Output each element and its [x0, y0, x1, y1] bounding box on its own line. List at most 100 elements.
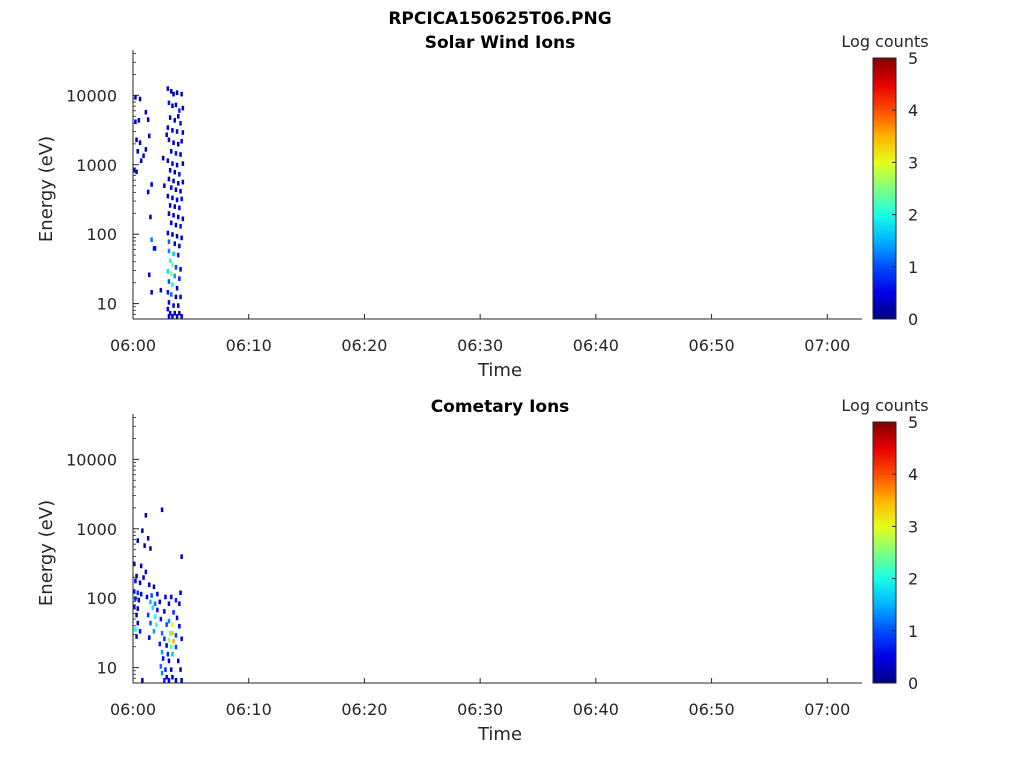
- heatmap-cell: [141, 528, 144, 533]
- heatmap-cell: [149, 599, 152, 605]
- heatmap-cell: [172, 91, 175, 97]
- heatmap-cell: [136, 590, 139, 596]
- heatmap-cell: [148, 635, 151, 640]
- heatmap-cell: [163, 609, 166, 614]
- heatmap-cell: [149, 546, 152, 551]
- heatmap-cell: [152, 629, 156, 634]
- colorbar-tick-label: 4: [908, 101, 918, 120]
- heatmap-cell: [133, 561, 136, 567]
- x-tick-label: 06:20: [341, 700, 387, 719]
- heatmap-cell: [175, 197, 179, 203]
- x-tick-label: 06:30: [457, 700, 503, 719]
- heatmap-cell: [167, 137, 171, 143]
- heatmap-cell: [141, 678, 144, 683]
- colorbar-tick-label: 2: [908, 206, 918, 225]
- heatmap-cell: [172, 178, 175, 184]
- heatmap-cell: [168, 258, 172, 263]
- heatmap-cell: [170, 89, 173, 94]
- heatmap-cell: [171, 103, 174, 109]
- heatmap-cell: [168, 168, 172, 173]
- heatmap-cell: [166, 193, 170, 199]
- colorbar-tick-label: 5: [908, 413, 918, 432]
- heatmap-cell: [174, 265, 178, 270]
- heatmap-cell: [171, 195, 174, 201]
- x-tick-label: 06:50: [689, 336, 735, 355]
- heatmap-cell: [153, 614, 157, 619]
- heatmap-cell: [175, 162, 179, 168]
- heatmap-cell: [144, 513, 148, 518]
- heatmap-cell: [170, 644, 173, 650]
- heatmap-cell: [173, 204, 176, 209]
- heatmap-cell: [167, 176, 171, 182]
- figure-title: RPCICA150625T06.PNG: [388, 9, 611, 29]
- heatmap-cell: [167, 678, 171, 683]
- heatmap-cell: [167, 618, 171, 624]
- heatmap-cell: [159, 664, 163, 669]
- heatmap-cell: [179, 294, 182, 300]
- panel-cometary-ions: Cometary Ions Log counts Time Energy (eV…: [36, 396, 929, 745]
- heatmap-cell: [173, 169, 176, 175]
- heatmap-cell: [134, 95, 137, 100]
- heatmap-cell: [142, 153, 145, 158]
- y-axis-label: Energy (eV): [36, 136, 57, 242]
- heatmap-cell: [165, 132, 168, 138]
- heatmap-cell: [145, 594, 149, 600]
- heatmap-cell: [180, 554, 183, 559]
- heatmap-cell: [143, 543, 146, 548]
- heatmap-cell: [134, 627, 137, 632]
- heatmap-cell: [175, 90, 179, 95]
- heatmap-cell: [138, 580, 142, 586]
- heatmap-cell: [172, 639, 175, 644]
- heatmap-cell: [160, 507, 164, 513]
- colorbar-tick-label: 1: [908, 622, 918, 641]
- y-tick-label: 10: [97, 295, 117, 314]
- colorbar: 0 1 2 3 4 5: [872, 413, 918, 693]
- heatmap-cell: [177, 303, 180, 308]
- heatmap-cell: [175, 314, 179, 319]
- colorbar-gradient: [872, 57, 897, 320]
- heatmap-cell: [173, 241, 176, 246]
- axes: 06:00 06:10 06:20 06:30 06:40 06:50 07:00 10 100…: [66, 50, 862, 355]
- heatmap-cell: [167, 300, 171, 305]
- heatmap-cell: [181, 179, 185, 185]
- heatmap-cell: [166, 306, 170, 312]
- colorbar-tick-label: 2: [908, 570, 918, 589]
- x-tick-label: 06:00: [110, 336, 156, 355]
- heatmap-cell: [164, 667, 167, 672]
- colorbar: 0 1 2 3 4 5: [872, 49, 918, 329]
- heatmap-cell: [136, 620, 139, 626]
- x-tick-label: 06:10: [226, 700, 272, 719]
- heatmap-cell: [153, 601, 157, 606]
- heatmap-cell: [170, 220, 173, 226]
- heatmap-cell: [137, 118, 141, 123]
- heatmap-cell: [171, 161, 174, 166]
- heatmap-cell: [174, 597, 178, 603]
- heatmap-cell: [160, 649, 164, 655]
- heatmap-cell: [171, 314, 174, 319]
- heatmap-cell: [148, 582, 151, 588]
- heatmap-cell: [151, 605, 154, 610]
- heatmap-cell: [148, 133, 151, 139]
- heatmap-cell: [167, 239, 171, 244]
- heatmap-cell: [178, 172, 181, 177]
- heatmap-cell: [177, 181, 180, 186]
- heatmap-cell: [146, 189, 150, 195]
- heatmap-cell: [173, 118, 176, 123]
- y-axis-label: Energy (eV): [36, 500, 57, 606]
- heatmap-cell: [170, 292, 173, 297]
- heatmap-cell: [134, 578, 137, 584]
- heatmap-cell: [172, 303, 175, 308]
- x-tick-label: 07:00: [804, 336, 850, 355]
- heatmap-cell: [167, 658, 171, 664]
- heatmap-cell: [172, 140, 175, 145]
- heatmap-cell: [148, 272, 151, 278]
- heatmap-cell: [179, 121, 182, 126]
- heatmap-cell: [136, 149, 139, 154]
- heatmap-cell: [180, 235, 183, 241]
- heatmap-cell: [135, 169, 138, 175]
- heatmap-cell: [168, 115, 172, 120]
- heatmap-cell: [149, 214, 152, 220]
- heatmap-cells: [133, 86, 185, 319]
- heatmap-cell: [139, 158, 143, 163]
- heatmap-cell: [171, 282, 174, 287]
